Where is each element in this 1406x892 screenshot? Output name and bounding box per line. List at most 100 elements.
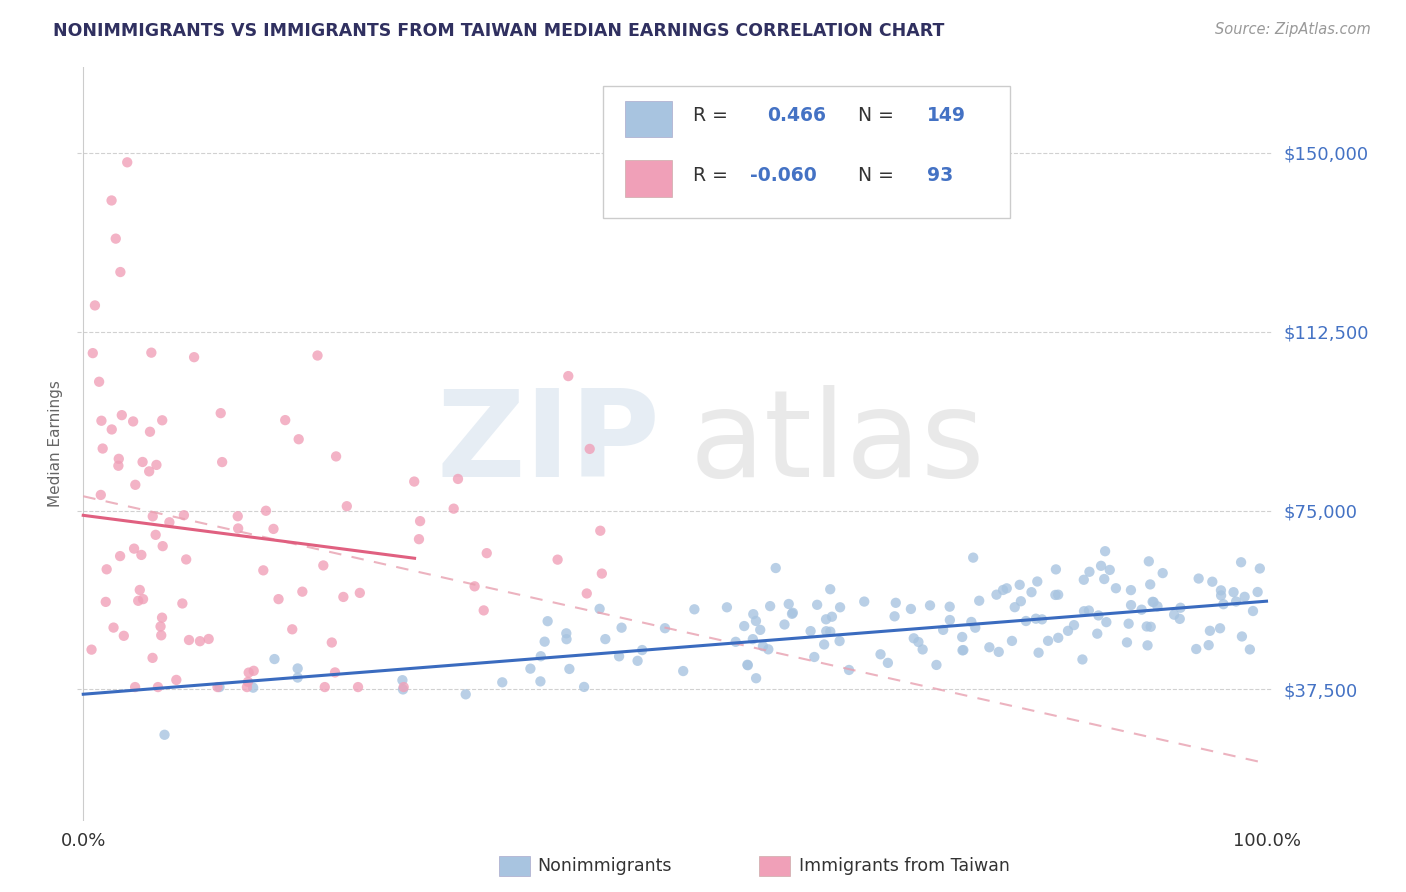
Point [84,298,107,312]
Point [211,455,233,469]
Point [332,590,354,604]
Point [127,594,149,608]
Point [404,475,426,489]
Point [1249,561,1271,575]
FancyBboxPatch shape [624,101,672,136]
Point [491,675,513,690]
Point [806,598,828,612]
Point [236,680,259,694]
Point [1209,583,1232,598]
Point [903,632,925,646]
Point [252,563,274,577]
Point [828,600,851,615]
Point [226,521,249,535]
Point [1222,585,1244,599]
Point [150,628,173,642]
Point [188,634,211,648]
Point [197,632,219,646]
Point [626,654,648,668]
Point [146,680,169,694]
Point [307,349,329,363]
Point [1199,624,1222,638]
Point [1098,563,1121,577]
Point [778,597,800,611]
Point [519,662,541,676]
Text: Source: ZipAtlas.com: Source: ZipAtlas.com [1215,22,1371,37]
Point [1209,621,1232,635]
Point [122,414,145,428]
Point [1130,602,1153,616]
Point [1087,608,1109,623]
Point [828,634,851,648]
Point [108,549,131,563]
Point [1188,572,1211,586]
Point [1116,635,1139,649]
Point [907,635,929,649]
Point [995,582,1018,596]
Point [145,458,167,472]
Point [1094,544,1116,558]
Point [724,635,747,649]
Point [820,624,842,639]
Point [263,652,285,666]
Point [1239,642,1261,657]
Point [533,634,555,648]
Point [152,539,174,553]
Point [759,599,782,614]
Point [1137,554,1160,568]
Point [537,614,560,628]
Point [530,649,553,664]
Point [281,623,304,637]
Point [242,664,264,678]
Point [392,680,415,694]
Point [737,657,759,672]
Point [818,582,841,597]
Point [756,642,779,657]
Point [149,619,172,633]
Point [1001,634,1024,648]
Point [96,562,118,576]
Point [1170,600,1192,615]
Point [1073,604,1095,618]
Point [238,665,260,680]
Point [1095,615,1118,629]
Point [853,594,876,608]
Point [1025,612,1047,626]
Point [1078,565,1101,579]
Point [815,624,838,639]
Point [1201,574,1223,589]
Point [472,603,495,617]
Point [1036,633,1059,648]
Point [82,346,104,360]
Point [782,606,804,620]
Point [100,194,122,208]
Point [773,617,796,632]
Point [1139,577,1161,591]
Point [80,642,103,657]
Point [124,680,146,694]
Text: N =: N = [858,166,894,186]
Point [174,552,197,566]
Point [100,422,122,436]
Point [347,680,370,694]
Point [1004,600,1026,615]
Point [1119,598,1142,612]
Point [869,648,891,662]
Point [139,425,162,439]
Point [813,638,835,652]
Point [336,499,359,513]
Point [950,630,973,644]
Point [131,455,153,469]
Point [1233,590,1256,604]
Point [979,640,1001,655]
Point [1139,620,1161,634]
Point [631,643,654,657]
Point [765,561,787,575]
Point [1026,574,1049,589]
Point [815,612,838,626]
Point [803,650,825,665]
Point [464,579,486,593]
Point [141,651,163,665]
Point [349,586,371,600]
Point [555,626,578,640]
